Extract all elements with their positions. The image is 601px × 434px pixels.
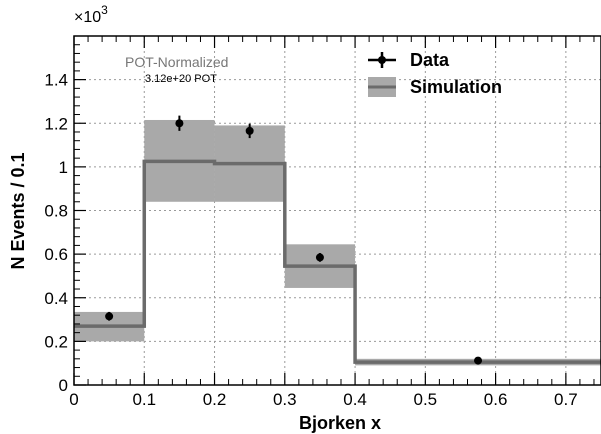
x-tick-label: 0.6 [484, 390, 508, 409]
y-multiplier-base: ×10 [74, 9, 101, 26]
y-multiplier-exp: 3 [101, 3, 108, 17]
legend-simulation-label: Simulation [410, 77, 502, 97]
x-tick-label: 0.7 [554, 390, 578, 409]
legend-data-marker [368, 52, 396, 68]
legend-simulation-marker [368, 77, 396, 97]
data-marker [105, 312, 114, 321]
data-point [474, 356, 483, 365]
x-tick-label: 0.4 [343, 390, 367, 409]
plot-frame [73, 35, 601, 386]
y-tick-label: 1.4 [44, 71, 68, 90]
simulation-band [74, 119, 601, 366]
data-marker [175, 119, 184, 128]
data-marker [474, 356, 483, 365]
x-tick-label: 0.3 [273, 390, 297, 409]
data-point [315, 253, 324, 262]
y-tick-label: 1.2 [44, 114, 68, 133]
data-points [105, 115, 483, 365]
data-point [175, 115, 184, 131]
x-tick-label: 0 [69, 390, 78, 409]
y-tick-label: 0.2 [44, 332, 68, 351]
data-point [245, 123, 254, 139]
simulation-line [74, 159, 601, 364]
tick-labels: 0 0.1 0.2 0.3 0.4 0.5 0.6 0.7 0 0.2 0.4 0.6 0.8 1 1.2 1… [44, 71, 577, 409]
annotation-pot-value: 3.12e+20 POT [145, 73, 217, 85]
x-tick-label: 0.2 [203, 390, 227, 409]
y-multiplier: ×103 [74, 3, 108, 26]
y-tick-label: 0 [59, 376, 68, 395]
x-tick-label: 0.1 [132, 390, 156, 409]
y-tick-label: 0.6 [44, 245, 68, 264]
legend-data-label: Data [410, 50, 450, 70]
grid [74, 36, 601, 385]
x-axis-title: Bjorken x [299, 413, 381, 433]
y-axis-title: N Events / 0.1 [8, 152, 28, 269]
simulation-step-line [74, 159, 601, 364]
x-tick-label: 0.5 [414, 390, 438, 409]
data-marker [315, 253, 324, 262]
data-point [105, 311, 114, 321]
legend: Data Simulation [368, 50, 502, 97]
ticks [73, 36, 595, 386]
y-tick-label: 0.4 [44, 289, 68, 308]
data-marker [245, 126, 254, 135]
annotation-pot-normalized: POT-Normalized [125, 54, 228, 70]
y-tick-label: 0.8 [44, 202, 68, 221]
y-tick-label: 1 [59, 158, 68, 177]
